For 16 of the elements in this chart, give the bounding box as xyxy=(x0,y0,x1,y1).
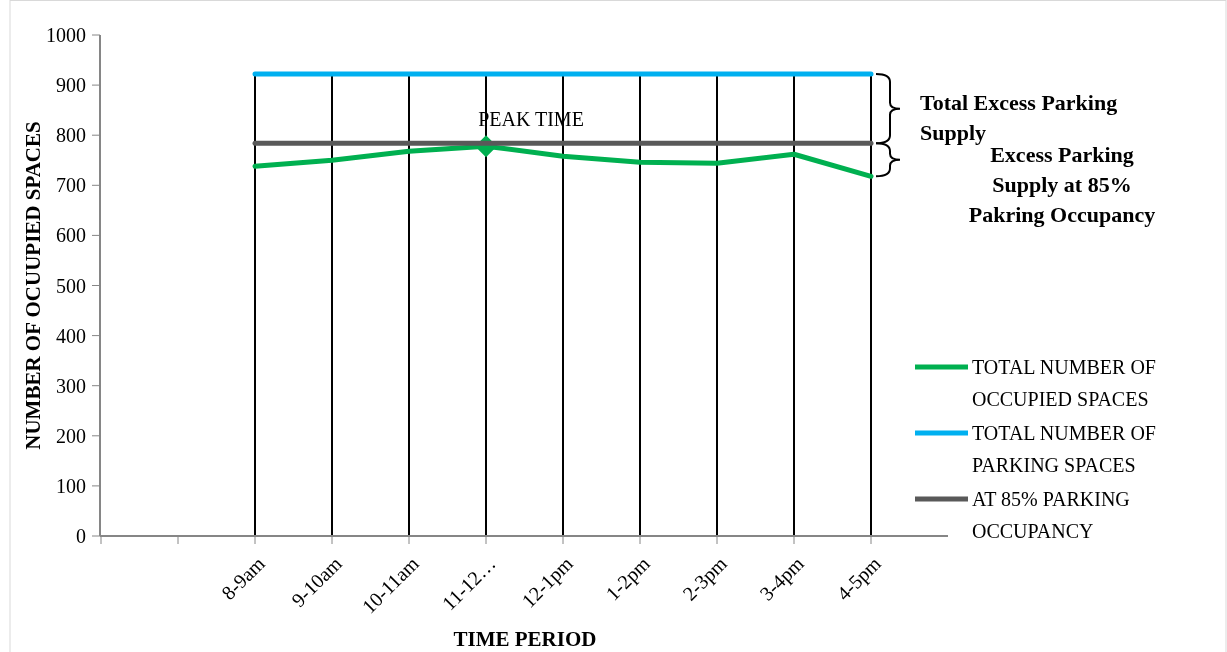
y-tick-label: 400 xyxy=(56,324,86,347)
legend-label: TOTAL NUMBER OF OCCUPIED SPACES xyxy=(972,356,1156,410)
y-tick-label: 600 xyxy=(56,224,86,247)
legend-label: TOTAL NUMBER OF PARKING SPACES xyxy=(972,422,1156,476)
y-tick-label: 0 xyxy=(76,525,86,547)
y-tick-label: 900 xyxy=(56,74,86,97)
y-tick-label: 100 xyxy=(56,474,86,497)
legend-label: AT 85% PARKING OCCUPANCY xyxy=(972,488,1130,542)
y-tick-label: 1000 xyxy=(46,24,86,46)
x-axis-title: TIME PERIOD xyxy=(453,627,597,651)
y-tick-label: 700 xyxy=(56,174,86,197)
y-tick-label: 300 xyxy=(56,374,86,397)
y-tick-label: 800 xyxy=(56,124,86,147)
y-tick-label: 500 xyxy=(56,274,86,297)
y-axis-title: NUMBER OF OCUUPIED SPACES xyxy=(21,121,45,450)
y-tick-label: 200 xyxy=(56,424,86,447)
